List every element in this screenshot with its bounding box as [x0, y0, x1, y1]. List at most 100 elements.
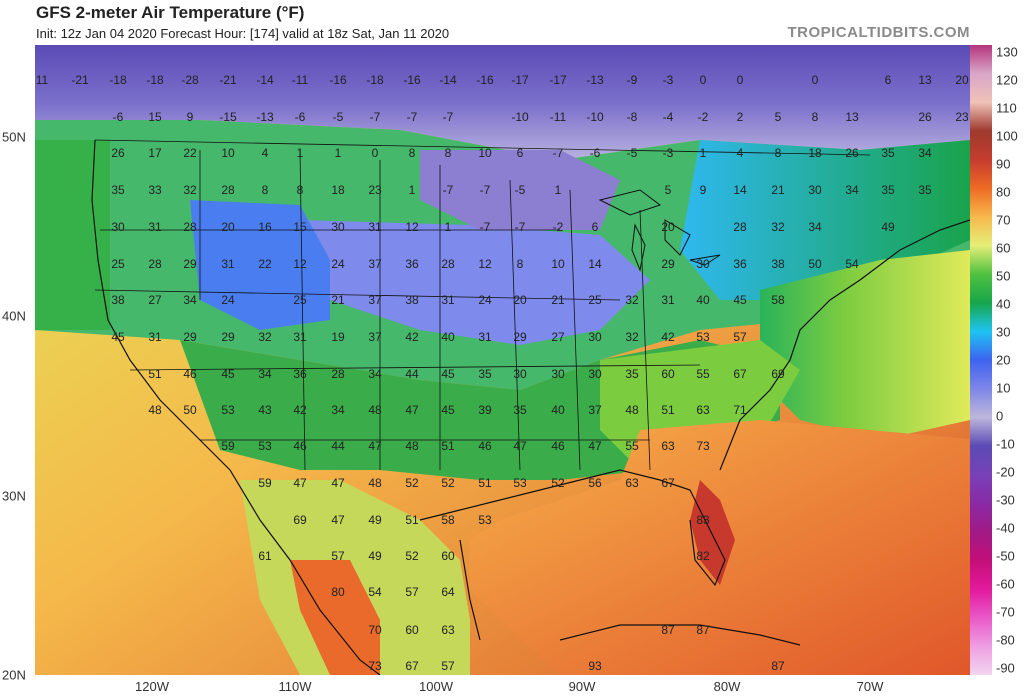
temperature-value: 48 — [368, 403, 382, 417]
temperature-value: 8 — [775, 146, 782, 160]
colorbar-label: 80 — [996, 184, 1011, 200]
temperature-value: -5 — [627, 146, 638, 160]
temperature-value: -7 — [443, 183, 454, 197]
temperature-value: 37 — [588, 403, 602, 417]
temperature-value: 35 — [918, 183, 932, 197]
temperature-value: 30 — [588, 367, 602, 381]
temperature-value: 22 — [183, 146, 197, 160]
temperature-value: 45 — [221, 367, 235, 381]
temperature-value: 35 — [111, 183, 125, 197]
temperature-value: -21 — [71, 73, 89, 87]
temperature-value: -7 — [553, 146, 564, 160]
temperature-value: 30 — [331, 220, 345, 234]
temperature-value: -18 — [146, 73, 164, 87]
colorbar-label: -10 — [996, 436, 1015, 452]
temperature-value: -21 — [219, 73, 237, 87]
longitude-label: 70W — [856, 679, 884, 694]
coastlines — [91, 139, 970, 675]
temperature-value: 25 — [588, 293, 602, 307]
temperature-value: -5 — [515, 183, 526, 197]
temperature-value: 1 — [700, 146, 707, 160]
temperature-value: -13 — [256, 110, 274, 124]
temperature-value: -6 — [295, 110, 306, 124]
temperature-value: 35 — [881, 146, 895, 160]
colorbar-label: 110 — [996, 100, 1017, 116]
temperature-value: -9 — [627, 73, 638, 87]
temperature-value: 55 — [696, 367, 710, 381]
temperature-value: 38 — [111, 293, 125, 307]
temperature-value: 31 — [368, 220, 382, 234]
temperature-value: 64 — [441, 585, 455, 599]
temperature-value: -16 — [329, 73, 347, 87]
temperature-value: 1 — [335, 146, 342, 160]
temperature-value: 42 — [293, 403, 307, 417]
temperature-value: 29 — [513, 330, 527, 344]
latitude-labels: 50N 40N 30N 20N — [0, 0, 35, 696]
temperature-value: 21 — [551, 293, 565, 307]
temperature-value: 24 — [478, 293, 492, 307]
temperature-value: -3 — [663, 73, 674, 87]
temperature-value: -11 — [550, 110, 567, 124]
temperature-value: 6 — [885, 73, 892, 87]
temperature-value: 53 — [258, 439, 272, 453]
temperature-value: 47 — [331, 476, 345, 490]
temperature-value: 36 — [405, 257, 419, 271]
temperature-value: 12 — [405, 220, 419, 234]
state-borders — [94, 139, 871, 471]
temperature-value: 47 — [368, 439, 382, 453]
temperature-value: 49 — [368, 549, 382, 563]
temperature-value: 93 — [588, 659, 602, 673]
temperature-value: -7 — [407, 110, 418, 124]
temperature-value: 31 — [441, 293, 455, 307]
colorbar-label: -70 — [996, 604, 1015, 620]
temperature-value: 58 — [771, 293, 785, 307]
temperature-value: -13 — [586, 73, 604, 87]
temperature-value: 47 — [588, 439, 602, 453]
northern-cold-region — [35, 45, 970, 160]
temperature-value: -14 — [256, 73, 274, 87]
temperature-value: 37 — [368, 257, 382, 271]
temperature-value: -7 — [443, 110, 454, 124]
temperature-value: 45 — [733, 293, 747, 307]
cold-purple-core — [420, 150, 620, 230]
pacific-coast-green — [35, 140, 110, 330]
temperature-value: 10 — [478, 146, 492, 160]
temperature-value: -6 — [113, 110, 124, 124]
temperature-value: -7 — [480, 183, 491, 197]
temperature-value: -16 — [476, 73, 494, 87]
map-canvas: -11-21-18-18-28-21-14-11-16-18-16-14-16-… — [35, 45, 970, 675]
temperature-value: -2 — [553, 220, 564, 234]
temperature-value: 31 — [148, 220, 162, 234]
temperature-value: 20 — [513, 293, 527, 307]
temperature-value: 51 — [478, 476, 492, 490]
temperature-value: 45 — [111, 330, 125, 344]
temperature-value: 31 — [478, 330, 492, 344]
temperature-value: 53 — [221, 403, 235, 417]
temperature-value: 58 — [441, 513, 455, 527]
temperature-value: 21 — [331, 293, 345, 307]
temperature-value: 23 — [955, 110, 969, 124]
temperature-value: 59 — [221, 439, 235, 453]
colorbar-label: 50 — [996, 268, 1011, 284]
temperature-value: 48 — [148, 403, 162, 417]
temperature-value: 31 — [293, 330, 307, 344]
temperature-value: 30 — [513, 367, 527, 381]
temperature-value: 36 — [733, 257, 747, 271]
temperature-value: 6 — [592, 220, 599, 234]
longitude-label: 100W — [419, 679, 453, 694]
temperature-value: 46 — [183, 367, 197, 381]
temperature-value: 8 — [517, 257, 524, 271]
temperature-value: 87 — [771, 659, 785, 673]
temperature-value: -17 — [511, 73, 529, 87]
forecast-info: Init: 12z Jan 04 2020 Forecast Hour: [17… — [36, 26, 450, 41]
temperature-value: 50 — [183, 403, 197, 417]
colorbar-label: 30 — [996, 324, 1011, 340]
colorbar-label: -80 — [996, 632, 1015, 648]
temperature-value: -6 — [590, 146, 601, 160]
temperature-value: 28 — [183, 220, 197, 234]
temperature-value: 9 — [700, 183, 707, 197]
temperature-value: 14 — [733, 183, 747, 197]
temperature-value: 8 — [262, 183, 269, 197]
temperature-value: 57 — [733, 330, 747, 344]
temperature-value: 35 — [625, 367, 639, 381]
